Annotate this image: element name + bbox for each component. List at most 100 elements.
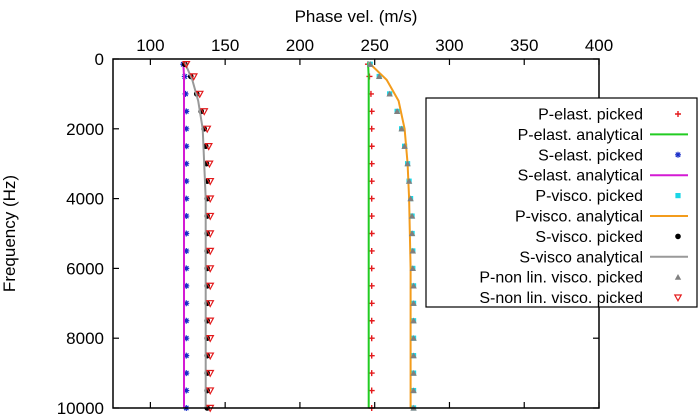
data-point	[183, 108, 190, 115]
data-point	[205, 352, 215, 361]
data-point	[368, 352, 375, 359]
series-9	[182, 61, 215, 413]
data-point	[368, 160, 375, 167]
data-point	[375, 73, 383, 80]
data-point	[205, 230, 215, 238]
legend-label: S-visco analytical	[519, 249, 643, 266]
y-tick-label: 8000	[66, 329, 104, 348]
data-point	[401, 143, 408, 149]
data-point	[182, 61, 191, 69]
data-point	[205, 317, 215, 326]
legend-label: S-elast. picked	[538, 147, 643, 164]
legend-label: S-visco. picked	[535, 229, 643, 246]
legend-entries: P-elast. picked P-elast. analytical S-elas…	[479, 107, 688, 307]
data-point	[398, 125, 405, 132]
series-0	[364, 61, 375, 411]
legend: P-elast. picked P-elast. analytical S-elas…	[425, 97, 698, 308]
data-point	[368, 300, 375, 307]
data-point	[183, 335, 190, 342]
data-point	[183, 387, 190, 394]
data-point	[183, 143, 190, 150]
data-point	[409, 265, 417, 271]
data-point	[410, 300, 417, 306]
data-point	[205, 177, 215, 186]
legend-swatch	[675, 151, 681, 158]
legend-swatch	[674, 274, 682, 280]
x-tick-label: 350	[510, 36, 538, 55]
y-axis-title: Frequency (Hz)	[0, 175, 19, 292]
series-line	[183, 62, 207, 408]
data-point	[386, 90, 393, 97]
data-point	[368, 282, 375, 289]
y-tick-label: 2000	[66, 120, 104, 139]
data-point	[182, 90, 189, 97]
y-tick-label: 0	[95, 50, 104, 69]
data-point	[368, 317, 375, 324]
legend-swatch	[675, 233, 681, 240]
data-point	[410, 369, 417, 376]
series-1	[367, 62, 370, 408]
data-point	[183, 300, 190, 307]
data-point	[183, 178, 190, 185]
legend-label: P-visco. picked	[535, 188, 643, 205]
y-tick-label: 6000	[66, 259, 104, 278]
x-tick-label: 400	[585, 36, 613, 55]
data-point	[205, 369, 215, 378]
legend-label: S-non lin. visco. picked	[479, 290, 643, 307]
legend-label: P-non lin. visco. picked	[479, 270, 643, 287]
legend-label: P-visco. analytical	[515, 209, 643, 226]
data-point	[368, 370, 375, 377]
data-point	[205, 387, 215, 395]
data-point	[368, 108, 375, 115]
data-point	[183, 160, 190, 167]
data-point	[367, 61, 374, 67]
data-point	[404, 160, 411, 167]
data-point	[410, 335, 417, 341]
y-tick-label: 4000	[66, 190, 104, 209]
data-point	[407, 195, 414, 202]
series-line	[367, 62, 370, 408]
data-point	[410, 387, 417, 394]
data-point	[368, 125, 375, 132]
data-point	[368, 143, 375, 150]
data-point	[183, 282, 190, 289]
data-point	[183, 265, 190, 272]
data-point	[368, 387, 375, 394]
x-axis-title: Phase vel. (m/s)	[295, 7, 418, 26]
data-point	[205, 195, 215, 204]
legend-label: P-elast. picked	[538, 107, 643, 124]
legend-swatch	[673, 294, 683, 303]
series-3	[182, 62, 185, 408]
data-point	[183, 125, 190, 132]
data-point	[408, 230, 416, 237]
data-point	[393, 108, 401, 114]
data-point	[205, 335, 215, 343]
data-point	[205, 300, 215, 308]
data-point	[408, 212, 416, 219]
data-point	[202, 125, 212, 134]
data-point	[368, 247, 375, 254]
data-point	[368, 178, 375, 185]
data-point	[183, 352, 190, 359]
data-point	[183, 317, 190, 324]
legend-swatch	[675, 193, 681, 199]
data-point	[410, 282, 417, 289]
legend-label: P-elast. analytical	[518, 127, 643, 144]
series-7	[183, 62, 207, 408]
data-point	[183, 213, 190, 220]
x-tick-label: 100	[136, 36, 164, 55]
data-point	[183, 195, 190, 202]
legend-box	[425, 97, 698, 308]
legend-label: S-elast. analytical	[518, 168, 643, 185]
data-point	[205, 247, 215, 256]
data-point	[200, 108, 209, 116]
data-point	[368, 195, 375, 202]
data-point	[205, 212, 215, 221]
data-point	[183, 247, 190, 254]
legend-swatch	[675, 111, 681, 117]
series-8	[367, 61, 417, 411]
data-point	[368, 265, 375, 272]
data-point	[205, 160, 214, 169]
x-tick-label: 150	[211, 36, 239, 55]
data-point	[368, 213, 375, 220]
